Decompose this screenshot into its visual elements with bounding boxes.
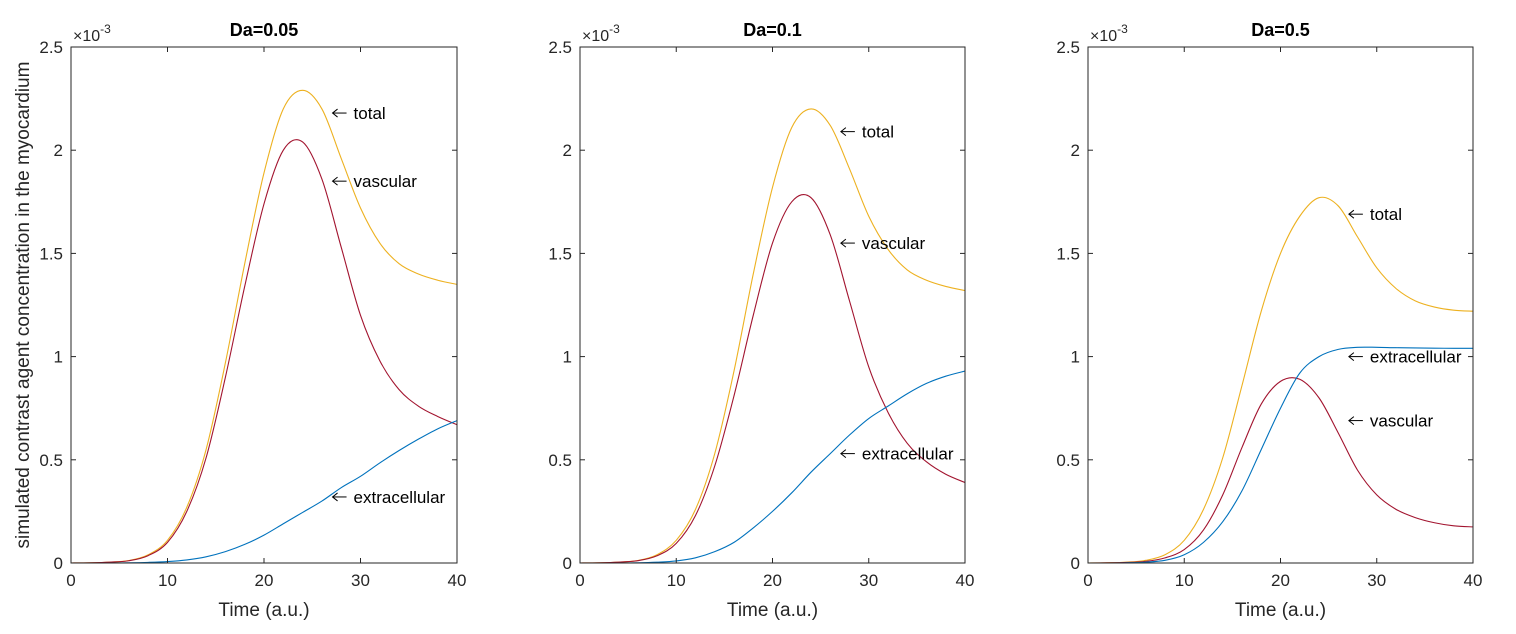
annotation-total: total (331, 104, 386, 123)
annotation-label: total (354, 104, 386, 123)
annotation-arrow-head (1348, 209, 1355, 219)
series-line-extracellular (580, 370, 965, 563)
series-line-total (1088, 196, 1473, 563)
annotation-label: extracellular (354, 488, 446, 507)
series-line-vascular (1088, 377, 1473, 563)
y-tick-label: 1.5 (548, 244, 572, 263)
annotation-arrow-head (840, 238, 847, 248)
subplot-title: Da=0.05 (230, 20, 299, 40)
x-tick-label: 0 (1083, 571, 1092, 590)
x-tick-label: 30 (351, 571, 370, 590)
annotation-arrow-head (1348, 352, 1355, 361)
annotation-vascular: vascular (840, 234, 926, 253)
y-exponent-base: ×10 (1090, 28, 1117, 45)
annotation-arrow-head (840, 127, 847, 137)
x-tick-label: 10 (158, 571, 177, 590)
y-tick-label: 1 (563, 348, 572, 367)
annotation-arrow-head (331, 492, 338, 502)
series-line-total (580, 108, 965, 563)
y-tick-label: 1 (1071, 348, 1080, 367)
subplot-panel: 0 10 20 30 40 0 0.5 1 1.5 2 2.5 ×10-3 Da=0.05 Time (a… (39, 20, 466, 621)
axes-box (1087, 46, 1474, 564)
annotation-arrow-head (331, 176, 338, 186)
series-line-vascular (580, 194, 965, 563)
annotation-label: extracellular (862, 445, 954, 464)
y-exponent-base: ×10 (73, 28, 100, 45)
x-tick-label: 20 (763, 571, 782, 590)
x-tick-label: 40 (1464, 571, 1483, 590)
annotation-label: vascular (862, 234, 926, 253)
series-line-vascular (71, 139, 457, 563)
x-tick-label: 0 (575, 571, 584, 590)
annotation-extracellular: extracellular (1348, 348, 1462, 367)
x-axis-label: Time (a.u.) (727, 600, 818, 621)
y-tick-label: 2 (563, 141, 572, 160)
annotation-label: total (862, 123, 894, 142)
subplot-panel: 0 10 20 30 40 0 0.5 1 1.5 2 2.5 ×10-3 Da=0.5 Time (a.… (1056, 20, 1482, 621)
y-tick-label: 0 (1071, 554, 1080, 573)
x-tick-label: 20 (1271, 571, 1290, 590)
y-tick-label: 2.5 (39, 38, 63, 57)
x-tick-label: 20 (255, 571, 274, 590)
x-tick-label: 40 (448, 571, 467, 590)
y-exponent-label: ×10-3 (73, 22, 111, 45)
annotation-label: vascular (354, 172, 418, 191)
y-exponent-label: ×10-3 (1090, 22, 1128, 45)
x-tick-label: 10 (667, 571, 686, 590)
y-tick-label: 2.5 (1056, 38, 1080, 57)
axes-box (579, 46, 966, 564)
x-tick-label: 30 (859, 571, 878, 590)
y-tick-label: 0.5 (39, 451, 63, 470)
annotation-total: total (1348, 205, 1402, 224)
y-tick-label: 0.5 (1056, 451, 1080, 470)
x-axis-label: Time (a.u.) (1235, 600, 1326, 621)
y-tick-label: 2.5 (548, 38, 572, 57)
y-tick-label: 0.5 (548, 451, 572, 470)
x-tick-label: 40 (956, 571, 975, 590)
y-tick-label: 2 (54, 141, 63, 160)
axes-box (70, 46, 458, 564)
annotation-total: total (840, 123, 894, 142)
y-tick-label: 1.5 (1056, 244, 1080, 263)
annotation-extracellular: extracellular (331, 488, 446, 507)
y-tick-label: 0 (54, 554, 63, 573)
y-exponent-power: -3 (609, 22, 620, 36)
x-tick-label: 0 (66, 571, 75, 590)
subplot-panel: 0 10 20 30 40 0 0.5 1 1.5 2 2.5 ×10-3 Da=0.1 Time (a.… (548, 20, 974, 621)
annotation-arrow-head (331, 108, 338, 118)
y-exponent-base: ×10 (582, 28, 609, 45)
y-tick-label: 0 (563, 554, 572, 573)
annotation-vascular: vascular (331, 172, 418, 191)
annotation-label: extracellular (1370, 348, 1462, 367)
subplot-title: Da=0.5 (1251, 20, 1310, 40)
y-axis-label: simulated contrast agent concentration i… (13, 62, 34, 549)
annotation-extracellular: extracellular (840, 445, 954, 464)
x-tick-label: 30 (1367, 571, 1386, 590)
y-tick-label: 2 (1071, 141, 1080, 160)
annotation-label: total (1370, 205, 1402, 224)
annotation-label: vascular (1370, 412, 1434, 431)
annotation-vascular: vascular (1348, 412, 1434, 431)
y-exponent-power: -3 (100, 22, 111, 36)
x-tick-label: 10 (1175, 571, 1194, 590)
x-axis-label: Time (a.u.) (218, 600, 309, 621)
y-tick-label: 1.5 (39, 244, 63, 263)
annotation-arrow-head (1348, 416, 1355, 425)
annotation-arrow-head (840, 449, 847, 458)
series-line-extracellular (1088, 346, 1473, 563)
y-tick-label: 1 (54, 348, 63, 367)
subplot-title: Da=0.1 (743, 20, 802, 40)
y-exponent-power: -3 (1117, 22, 1128, 36)
y-exponent-label: ×10-3 (582, 22, 620, 45)
